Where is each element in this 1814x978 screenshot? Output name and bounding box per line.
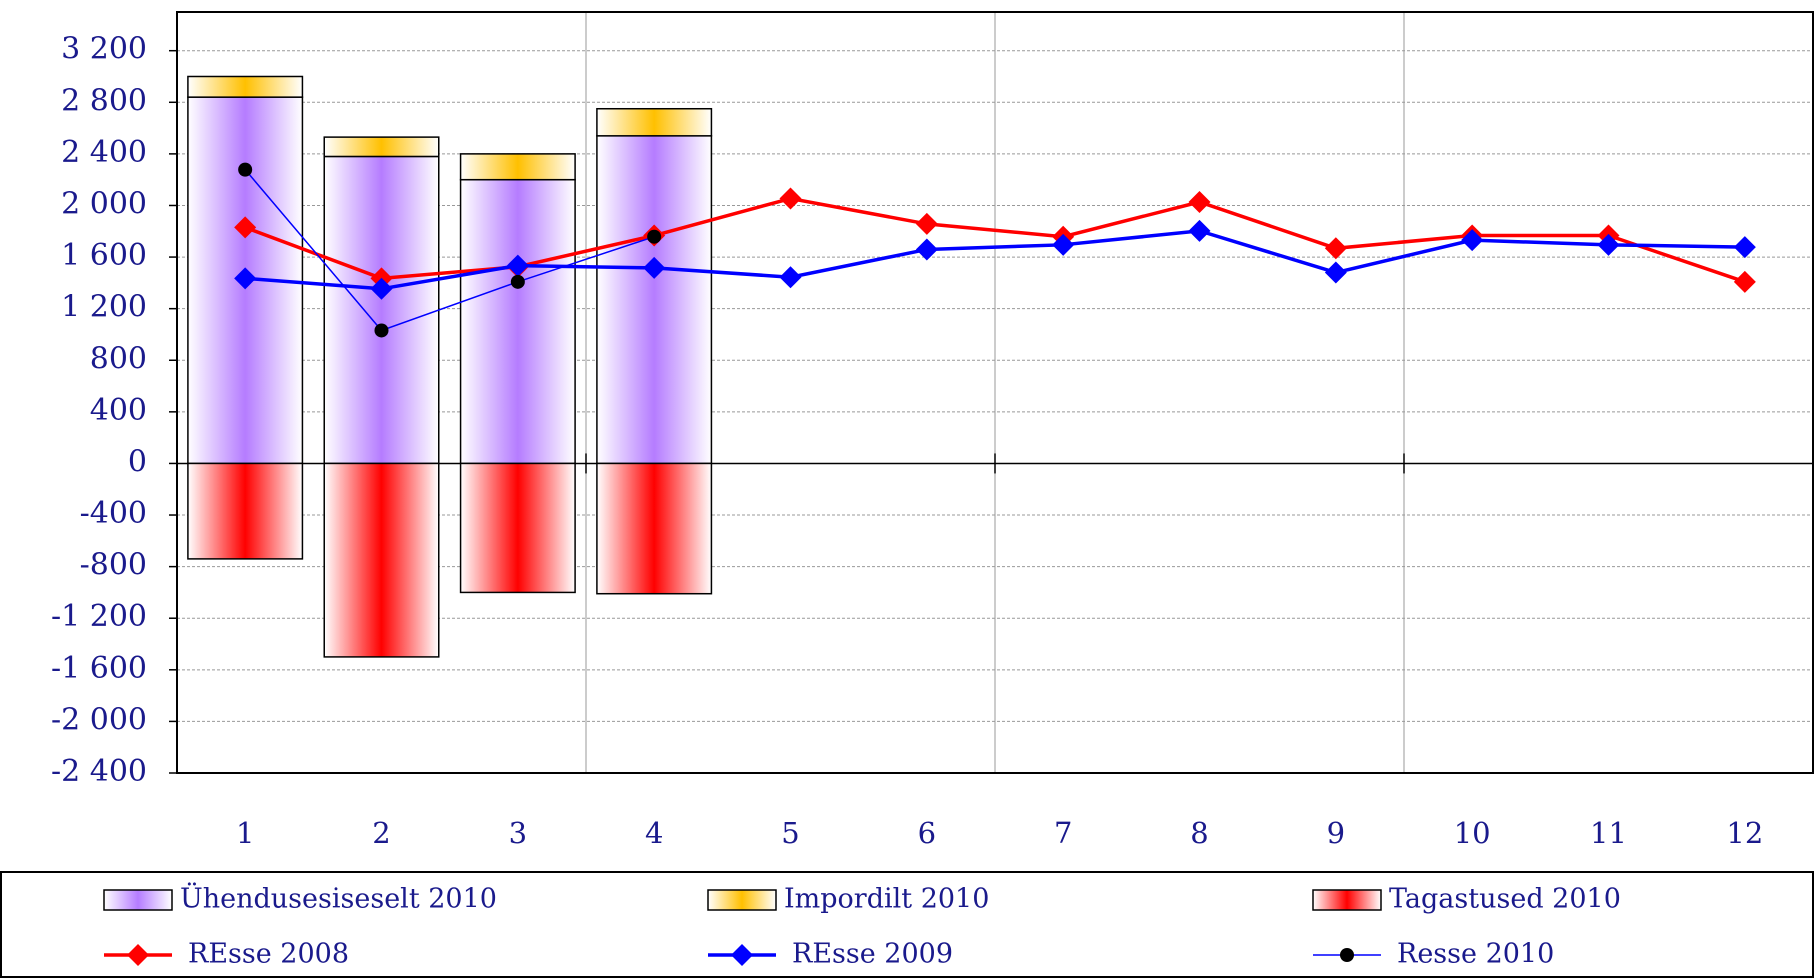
bar <box>596 135 713 465</box>
x-tick-label: 4 <box>645 816 663 850</box>
y-tick-label: -1 600 <box>51 651 147 686</box>
x-tick-label: 11 <box>1590 816 1627 850</box>
point <box>915 212 938 235</box>
x-tick-label: 7 <box>1054 816 1072 850</box>
point <box>370 277 393 300</box>
y-tick-label: 400 <box>90 393 147 428</box>
legend-marker <box>1340 948 1354 962</box>
y-tick-label: 2 800 <box>61 83 147 118</box>
y-tick-label: -400 <box>80 496 147 531</box>
y-tick-label: 3 200 <box>61 32 147 67</box>
point <box>779 187 802 210</box>
point <box>647 229 662 244</box>
point <box>1733 270 1756 293</box>
bar <box>187 75 304 98</box>
legend-swatch <box>1312 889 1382 911</box>
bar <box>596 107 713 137</box>
line <box>245 229 1745 291</box>
point <box>915 238 938 261</box>
x-tick-label: 3 <box>509 816 527 850</box>
bar <box>323 462 440 658</box>
x-tick-label: 6 <box>918 816 936 850</box>
y-tick-label: 0 <box>128 444 147 479</box>
point <box>506 254 529 277</box>
point <box>234 216 257 239</box>
y-tick-label: 2 400 <box>61 135 147 170</box>
legend-swatch <box>707 889 777 911</box>
y-tick-label: -2 000 <box>51 702 147 737</box>
point <box>374 323 389 338</box>
y-tick-label: 2 000 <box>61 186 147 221</box>
point <box>234 267 257 290</box>
point <box>779 266 802 289</box>
bar <box>459 462 576 594</box>
point <box>1052 233 1075 256</box>
point <box>1188 190 1211 213</box>
y-tick-label: 1 200 <box>61 290 147 325</box>
x-tick-label: 5 <box>781 816 799 850</box>
bar <box>323 155 440 465</box>
x-tick-label: 1 <box>236 816 254 850</box>
legend-marker <box>127 944 149 966</box>
bar <box>323 136 440 158</box>
x-tick-label: 9 <box>1327 816 1345 850</box>
point <box>238 162 253 177</box>
bar <box>459 153 576 181</box>
x-tick-label: 2 <box>372 816 390 850</box>
legend-label: Tagastused 2010 <box>1389 884 1621 915</box>
x-tick-label: 8 <box>1190 816 1208 850</box>
legend-label: Resse 2010 <box>1397 939 1554 970</box>
legend-label: Ühendusesiseselt 2010 <box>180 881 497 915</box>
legend-label: REsse 2009 <box>792 939 953 970</box>
legend-label: REsse 2008 <box>188 939 349 970</box>
bar <box>596 462 713 595</box>
legend-marker <box>731 944 753 966</box>
y-tick-label: 800 <box>90 341 147 376</box>
y-tick-label: 1 600 <box>61 238 147 273</box>
y-tick-label: -2 400 <box>51 754 147 789</box>
legend-frame <box>0 871 1814 978</box>
point <box>1461 229 1484 252</box>
legend-swatch <box>103 889 173 911</box>
point <box>1733 236 1756 259</box>
x-tick-label: 12 <box>1726 816 1763 850</box>
point <box>1597 233 1620 256</box>
legend-label: Impordilt 2010 <box>784 884 989 915</box>
bar <box>459 178 576 465</box>
point <box>1188 219 1211 242</box>
bar <box>187 462 304 560</box>
x-tick-label: 10 <box>1454 816 1491 850</box>
y-tick-label: -800 <box>80 548 147 583</box>
point <box>1324 261 1347 284</box>
line <box>244 169 655 332</box>
y-tick-label: -1 200 <box>51 599 147 634</box>
point <box>510 274 525 289</box>
point <box>1324 237 1347 260</box>
plot-frame <box>176 11 1814 774</box>
point <box>643 256 666 279</box>
